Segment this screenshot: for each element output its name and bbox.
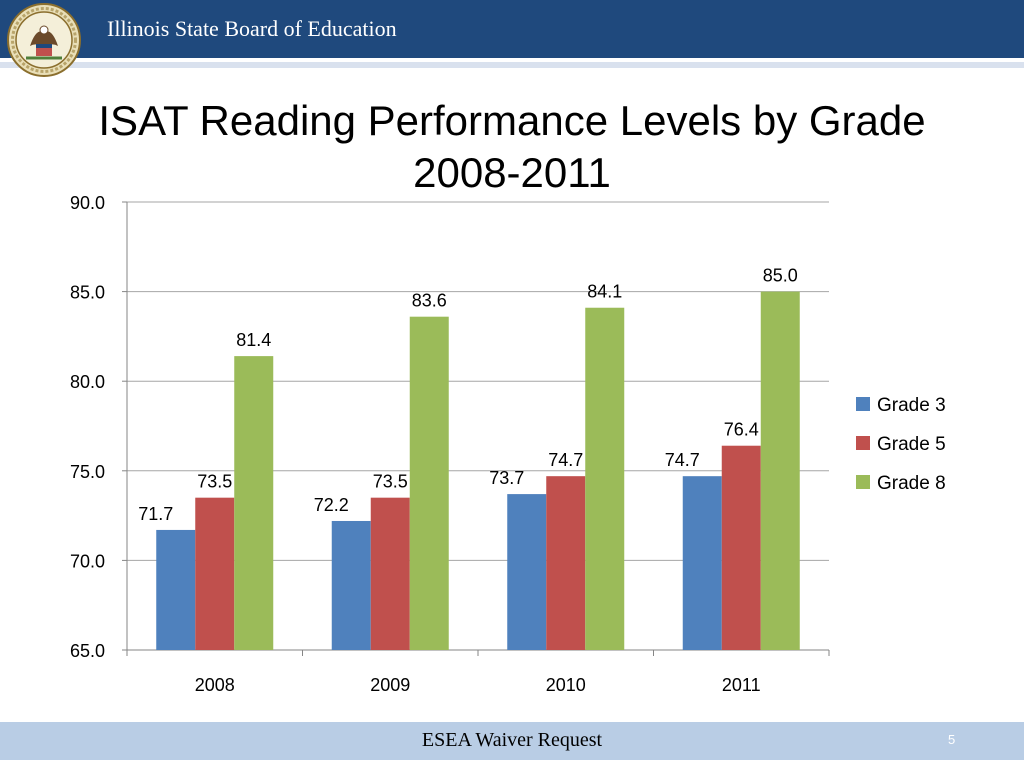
bar-grade-3-2010 — [507, 494, 547, 650]
legend-label: Grade 3 — [877, 395, 946, 416]
page-number: 5 — [948, 732, 956, 747]
y-tick-label: 85.0 — [70, 283, 105, 303]
y-tick-label: 80.0 — [70, 372, 105, 392]
header-title: Illinois State Board of Education — [107, 16, 397, 41]
bar-grade-8-2009 — [409, 316, 449, 650]
bar-grade-3-2011 — [682, 476, 722, 650]
chart-bars — [156, 291, 800, 650]
illinois-state-seal-icon — [7, 3, 81, 77]
data-label: 73.5 — [197, 472, 232, 492]
footer-bar — [0, 722, 1024, 760]
y-tick-label: 75.0 — [70, 462, 105, 482]
bar-grade-8-2010 — [585, 307, 625, 650]
y-tick-label: 90.0 — [70, 193, 105, 213]
header-divider — [0, 62, 1024, 68]
footer-text: ESEA Waiver Request — [421, 729, 603, 751]
bar-chart: 90.0 85.0 80.0 75.0 70.0 65.0 2008 2009 2010 2011… — [70, 193, 946, 695]
bar-grade-8-2008 — [234, 356, 274, 650]
bar-grade-8-2011 — [760, 291, 800, 650]
data-label: 73.7 — [489, 468, 524, 488]
bar-grade-5-2011 — [721, 445, 761, 650]
bar-grade-3-2009 — [331, 520, 371, 650]
legend-label: Grade 8 — [877, 473, 946, 494]
x-tick-label: 2011 — [722, 675, 761, 695]
bar-grade-5-2010 — [546, 476, 586, 650]
chart-data-labels: 71.7 72.2 73.7 74.7 73.5 73.5 74.7 76.4 81.4 83.6… — [138, 266, 798, 524]
data-label: 76.4 — [724, 420, 759, 440]
data-label: 81.4 — [236, 330, 271, 350]
legend-swatch — [856, 475, 870, 489]
data-label: 71.7 — [138, 504, 173, 524]
legend-label: Grade 5 — [877, 434, 946, 455]
legend-swatch — [856, 397, 870, 411]
slide-title: ISAT Reading Performance Levels by Grade… — [40, 95, 984, 199]
x-tick-label: 2009 — [370, 675, 410, 695]
data-label: 73.5 — [373, 472, 408, 492]
data-label: 85.0 — [763, 266, 798, 286]
header-bar — [0, 0, 1024, 58]
data-label: 83.6 — [412, 291, 447, 311]
bar-grade-3-2008 — [156, 529, 196, 650]
data-label: 74.7 — [665, 450, 700, 470]
data-label: 84.1 — [587, 282, 622, 302]
y-tick-label: 70.0 — [70, 551, 105, 571]
legend-swatch — [856, 436, 870, 450]
x-tick-label: 2008 — [195, 675, 235, 695]
bar-grade-5-2009 — [370, 497, 410, 650]
slide-title-line-1: ISAT Reading Performance Levels by Grade — [98, 97, 926, 144]
bar-grade-5-2008 — [195, 497, 235, 650]
data-label: 72.2 — [314, 495, 349, 515]
data-label: 74.7 — [548, 450, 583, 470]
y-tick-label: 65.0 — [70, 641, 105, 661]
x-tick-label: 2010 — [546, 675, 586, 695]
chart-legend: Grade 3 Grade 5 Grade 8 — [856, 395, 946, 494]
slide-title-line-2: 2008-2011 — [413, 149, 611, 196]
